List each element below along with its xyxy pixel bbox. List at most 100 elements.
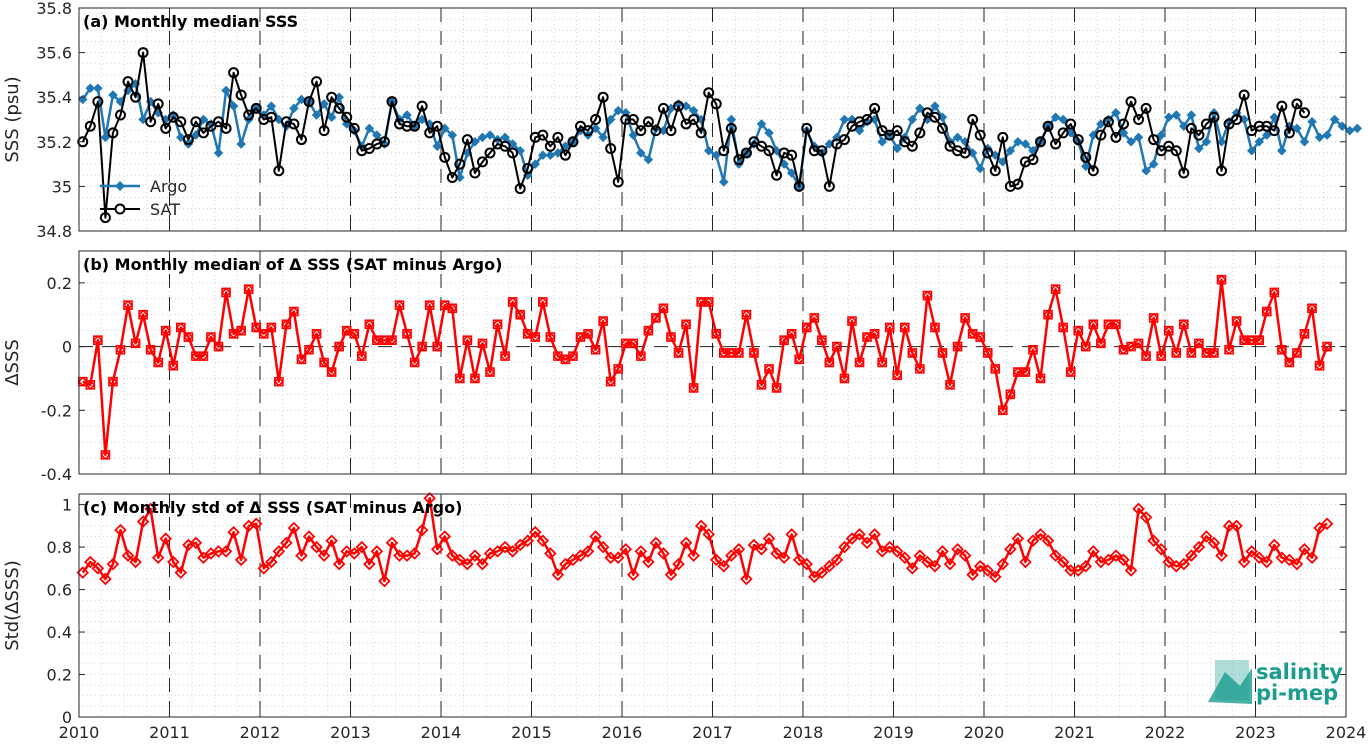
data-point [340, 545, 353, 558]
data-point [808, 570, 821, 584]
data-point [431, 120, 443, 132]
data-point [635, 125, 647, 137]
data-point [1291, 347, 1303, 359]
data-point [748, 347, 760, 359]
data-point [581, 545, 595, 558]
legend-argo-label: Argo [150, 177, 187, 196]
data-point [537, 296, 548, 308]
data-point [430, 542, 444, 556]
data-point [160, 325, 171, 336]
data-point [679, 536, 693, 550]
data-point [899, 322, 910, 333]
data-point [537, 129, 549, 141]
data-point [385, 536, 399, 550]
data-point [1071, 564, 1085, 577]
data-point [762, 532, 776, 545]
data-point [265, 555, 278, 569]
data-point [1110, 319, 1122, 330]
data-point [830, 553, 844, 567]
data-point [1299, 136, 1310, 147]
data-point [77, 136, 89, 148]
data-point [732, 542, 746, 556]
data-point [839, 373, 850, 384]
data-point [138, 114, 148, 125]
data-point [868, 528, 881, 541]
data-point [733, 347, 745, 359]
data-point [1073, 325, 1084, 336]
data-point [1231, 315, 1242, 327]
data-point [545, 150, 556, 161]
data-point [1013, 136, 1023, 147]
data-point [853, 528, 866, 541]
data-point [370, 545, 384, 558]
y-tick-label: 0 [62, 708, 72, 727]
data-point [228, 328, 239, 339]
data-point [650, 125, 662, 137]
x-tick-label: 2010 [59, 723, 100, 742]
data-point [552, 131, 564, 143]
data-point [800, 557, 814, 571]
data-point [318, 125, 330, 137]
data-point [1238, 89, 1250, 101]
data-point [303, 96, 315, 108]
data-point [477, 338, 488, 349]
data-point [672, 557, 685, 571]
data-point [928, 559, 942, 573]
data-point [506, 545, 519, 558]
data-point [1307, 116, 1317, 127]
data-point [778, 335, 790, 346]
data-point [1004, 542, 1017, 556]
data-point [1186, 110, 1197, 120]
data-point [454, 158, 466, 170]
data-point [461, 134, 473, 146]
data-point [1139, 511, 1153, 524]
data-point [1320, 517, 1334, 531]
data-point [967, 114, 979, 125]
data-point [476, 156, 488, 168]
data-point [665, 125, 677, 137]
data-point [907, 114, 918, 125]
data-point [845, 532, 859, 545]
data-point [1254, 335, 1265, 346]
data-point [815, 566, 829, 579]
data-point [619, 542, 633, 556]
data-point [492, 319, 503, 330]
data-point [1042, 309, 1054, 320]
data-point [1065, 118, 1077, 130]
data-point [551, 568, 565, 581]
y-tick-label: 35.4 [36, 88, 72, 107]
data-point [461, 557, 474, 571]
data-point [1133, 114, 1145, 125]
data-point [582, 125, 594, 137]
data-point [680, 319, 692, 330]
data-point [771, 169, 783, 181]
data-point [605, 142, 617, 154]
x-tick-label: 2011 [149, 723, 190, 742]
data-point [1162, 555, 1176, 569]
data-point [785, 528, 798, 541]
data-point [566, 553, 580, 567]
data-point [936, 122, 948, 134]
data-point [266, 322, 277, 333]
data-point [1058, 114, 1069, 125]
data-point [756, 379, 767, 390]
data-point [611, 551, 625, 564]
data-point [417, 341, 428, 352]
data-point [544, 547, 557, 560]
data-point [333, 102, 345, 114]
data-point [1313, 521, 1326, 535]
data-point [703, 145, 714, 156]
data-point [620, 114, 632, 125]
data-point [1276, 344, 1287, 355]
x-tick-label: 2017 [692, 723, 733, 742]
data-point [175, 116, 187, 128]
data-point [1261, 306, 1272, 317]
data-point [664, 568, 678, 581]
data-point [1253, 120, 1265, 132]
data-point [567, 350, 579, 362]
data-point [756, 119, 767, 129]
data-point [1269, 287, 1280, 298]
data-point [197, 127, 209, 139]
data-point [786, 149, 798, 161]
x-tick-label: 2015 [511, 723, 552, 742]
